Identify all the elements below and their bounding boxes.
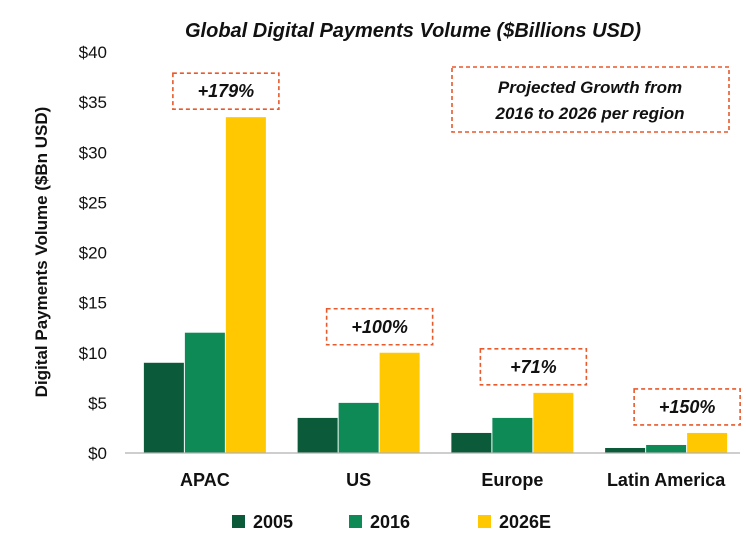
growth-annotation: Projected Growth from 2016 to 2026 per r…: [451, 66, 730, 133]
category-label: Europe: [481, 470, 543, 490]
y-tick-label: $10: [79, 344, 107, 363]
legend-label: 2026E: [499, 512, 551, 532]
growth-callout-label: +179%: [198, 81, 255, 101]
bar-apac-2026e: [225, 117, 266, 453]
chart-title: Global Digital Payments Volume ($Billion…: [185, 20, 641, 42]
legend-item: 2016: [349, 512, 410, 532]
bar-latin-america-2026e: [687, 432, 728, 453]
y-tick-label: $35: [79, 93, 107, 112]
bar-apac-2016: [184, 332, 225, 453]
legend-item: 2026E: [478, 512, 551, 532]
growth-callout-box: [479, 348, 588, 386]
legend-swatch: [478, 515, 491, 528]
bar-europe-2026e: [533, 392, 574, 453]
legend-swatch: [232, 515, 245, 528]
bar-us-2005: [297, 417, 338, 453]
growth-callout-box: [325, 307, 434, 346]
growth-callout-label: +71%: [510, 357, 557, 377]
bar-us-2026e: [379, 352, 420, 453]
y-tick-label: $20: [79, 244, 107, 263]
bar-europe-2016: [492, 417, 533, 453]
bar-europe-2005: [451, 432, 492, 453]
y-tick-label: $30: [79, 143, 107, 162]
y-tick-label: $25: [79, 193, 107, 212]
legend-label: 2005: [253, 512, 293, 532]
bar-latin-america-2005: [605, 447, 646, 453]
bar-apac-2005: [143, 362, 184, 453]
growth-callout-label: +100%: [351, 317, 408, 337]
growth-callout-box: [172, 72, 280, 110]
legend-label: 2016: [370, 512, 410, 532]
growth-callout-box: [633, 388, 741, 426]
growth-callout: +150%: [633, 388, 741, 426]
legend-swatch: [349, 515, 362, 528]
bar-latin-america-2016: [646, 444, 687, 453]
y-tick-label: $5: [88, 394, 107, 413]
annotation-box: [451, 66, 730, 133]
category-label: APAC: [180, 470, 230, 490]
growth-callout: +71%: [479, 348, 588, 386]
legend-item: 2005: [232, 512, 293, 532]
growth-callout-label: +150%: [659, 397, 716, 417]
growth-callout: +179%: [172, 72, 280, 110]
growth-callout: +100%: [325, 307, 434, 346]
y-tick-label: $0: [88, 444, 107, 463]
y-axis-label: Digital Payments Volume ($Bn USD): [32, 107, 51, 398]
y-tick-label: $15: [79, 294, 107, 313]
category-label: Latin America: [607, 470, 726, 490]
category-label: US: [346, 470, 371, 490]
bar-us-2016: [338, 402, 379, 453]
y-tick-label: $40: [79, 43, 107, 62]
annotation-line-2: 2016 to 2026 per region: [495, 104, 685, 123]
annotation-line-1: Projected Growth from: [498, 78, 682, 97]
